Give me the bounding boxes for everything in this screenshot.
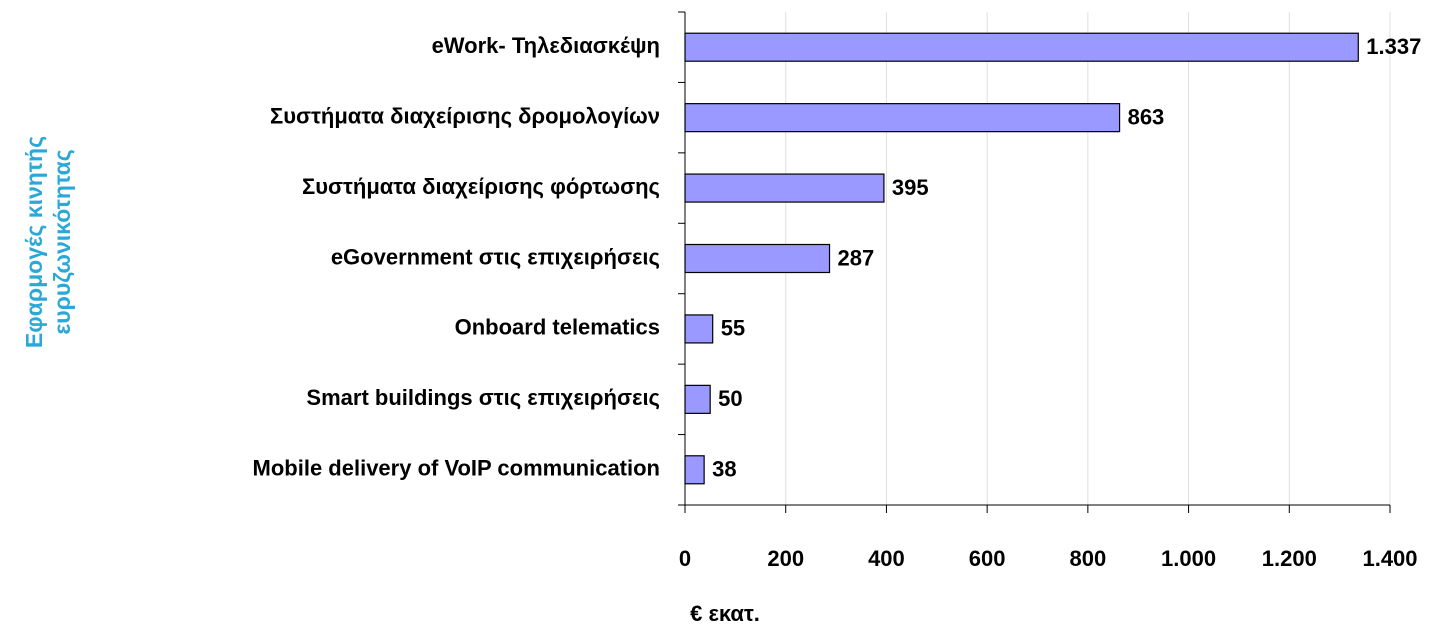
- y-tick-label: Smart buildings στις επιχειρήσεις: [306, 385, 660, 410]
- value-label: 1.337: [1366, 34, 1421, 59]
- y-axis-title-line: ευρυζωνικότητας: [49, 149, 75, 334]
- bar: [684, 103, 1121, 133]
- value-label: 38: [712, 457, 736, 482]
- value-label: 395: [892, 175, 929, 200]
- x-tick-label: 400: [868, 546, 905, 571]
- value-label: 287: [838, 245, 875, 270]
- y-tick-label: Συστήματα διαχείρισης φόρτωσης: [302, 174, 660, 199]
- y-tick-label: Onboard telematics: [455, 315, 660, 340]
- x-axis-title: € εκατ.: [690, 601, 760, 626]
- y-axis-title-line: Εφαρμογές κινητής: [21, 136, 47, 348]
- y-tick-label: Συστήματα διαχείρισης δρομολογίων: [270, 103, 660, 128]
- x-tick-label: 200: [767, 546, 804, 571]
- value-label: 55: [721, 316, 745, 341]
- bar: [684, 243, 831, 274]
- x-tick-label: 1.400: [1362, 546, 1417, 571]
- y-tick-label: eWork- Τηλεδιασκέψη: [432, 33, 660, 58]
- x-tick-label: 0: [679, 546, 691, 571]
- value-label: 50: [718, 386, 742, 411]
- y-tick-label: eGovernment στις επιχειρήσεις: [331, 244, 660, 269]
- bar: [684, 314, 714, 344]
- bar: [684, 384, 711, 414]
- bar: [684, 173, 885, 203]
- y-tick-label: Mobile delivery of VoIP communication: [253, 456, 660, 481]
- x-tick-label: 1.200: [1262, 546, 1317, 571]
- bar: [684, 32, 1359, 62]
- value-label: 863: [1128, 104, 1165, 129]
- y-axis-title: Εφαρμογές κινητής ευρυζωνικότητας: [21, 136, 75, 348]
- x-tick-label: 1.000: [1161, 546, 1216, 571]
- x-tick-label: 800: [1069, 546, 1106, 571]
- bar: [684, 455, 705, 485]
- x-tick-label: 600: [969, 546, 1006, 571]
